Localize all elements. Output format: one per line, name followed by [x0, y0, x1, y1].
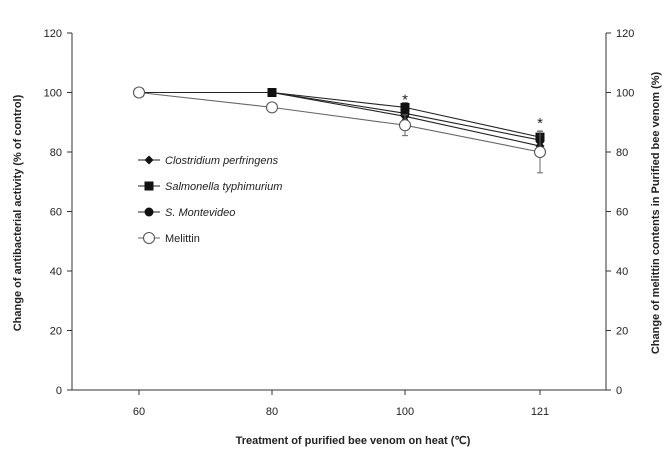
y-tick-label-right: 0 [616, 385, 622, 397]
y-tick-label-right: 100 [616, 88, 634, 100]
x-axis-title: Treatment of purified bee venom on heat … [236, 435, 471, 447]
legend-item: Clostridium perfringens [138, 155, 279, 167]
significance-asterisk: * [537, 115, 543, 132]
legend-marker [144, 207, 154, 217]
legend-label: S. Montevideo [165, 207, 235, 219]
y-tick-label-left: 40 [50, 266, 62, 278]
legend-item: Melittin [138, 231, 200, 245]
legend-marker [144, 155, 154, 165]
x-tick-label: 80 [266, 406, 278, 418]
y-tick-label-right: 80 [616, 147, 628, 159]
y-axis-left-title: Change of antibacterial activity (% of c… [12, 94, 24, 331]
data-point [398, 119, 412, 132]
x-tick-label: 60 [133, 406, 145, 418]
data-point [265, 101, 279, 114]
y-tick-label-left: 80 [50, 147, 62, 159]
data-point [533, 145, 547, 159]
y-tick-label-right: 60 [616, 207, 628, 219]
series-line [139, 91, 541, 141]
y-tick-label-left: 120 [44, 28, 62, 40]
series-line [138, 91, 541, 153]
legend-item: Salmonella typhimurium [138, 181, 282, 193]
y-tick-label-left: 100 [44, 88, 62, 100]
axes: 0 0 20 20 40 40 60 60 80 80 100 100 120 120 60 80 100 121 [44, 28, 635, 418]
data-point [132, 86, 146, 99]
y-tick-label-left: 60 [50, 207, 62, 219]
legend-marker [144, 181, 154, 191]
series-layer: ** [132, 86, 547, 174]
legend-label: Melittin [165, 233, 200, 245]
y-tick-label-right: 20 [616, 326, 628, 338]
y-axis-right-title: Change of melittin contents in Purified … [650, 71, 662, 354]
legend-item: S. Montevideo [138, 207, 235, 219]
x-tick-label: 121 [531, 406, 549, 418]
y-tick-label-right: 120 [616, 28, 634, 40]
series-melittin [132, 86, 547, 174]
x-tick-label: 100 [396, 406, 414, 418]
data-point [400, 108, 410, 118]
legend: Clostridium perfringens Salmonella typhim… [138, 155, 282, 245]
significance-asterisk: * [402, 91, 408, 108]
legend-label: Salmonella typhimurium [165, 181, 282, 193]
y-tick-label-left: 0 [56, 385, 62, 397]
y-tick-label-right: 40 [616, 266, 628, 278]
series-salmonella-typhimurium [134, 88, 545, 144]
data-point [400, 102, 410, 112]
y-tick-label-left: 20 [50, 326, 62, 338]
legend-marker [142, 231, 156, 245]
data-point [267, 88, 277, 97]
legend-label: Clostridium perfringens [165, 155, 279, 167]
